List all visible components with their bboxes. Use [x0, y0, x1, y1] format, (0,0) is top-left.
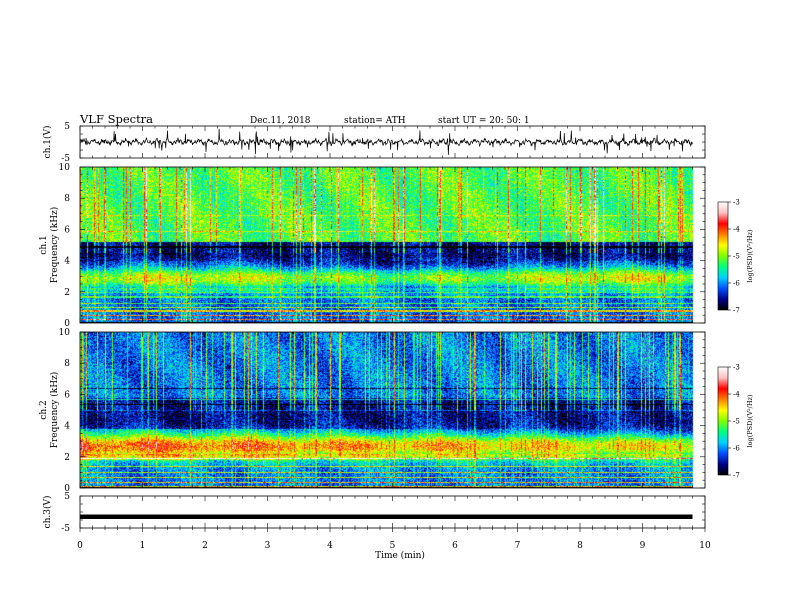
figure-title: VLF Spectra	[79, 112, 153, 126]
ch1-waveform-ylabel: ch.1(V)	[42, 126, 53, 159]
station-label: station= ATH	[344, 116, 406, 126]
ch2-spectrogram-panel: 0 2 4 6 8 10 ch.2 Frequency (kHz)	[39, 328, 706, 494]
time-tick-label: 3	[265, 541, 271, 551]
ch1-colorbar: -3 -4 -5 -6 -7 log(PSD)(V²/Hz)	[717, 199, 754, 315]
ch2-colorbar-tick-label: -4	[733, 391, 740, 399]
ch1-ytick-bottom: -5	[61, 154, 70, 164]
ch1-waveform-panel: 5 -5 ch.1(V)	[42, 122, 706, 164]
ch1-colorbar-tick-label: -7	[733, 307, 740, 315]
time-tick-label: 9	[640, 541, 646, 551]
ch1-spec-ytick-label: 2	[64, 288, 70, 298]
ch3-ytick-bottom: -5	[61, 524, 70, 534]
ch2-colorbar-tick-label: -3	[733, 364, 740, 372]
ch1-colorbar-tick-label: -3	[733, 199, 740, 207]
time-axis-label: Time (min)	[375, 550, 425, 561]
ch3-ytick-top: 5	[64, 492, 70, 502]
ch1-colorbar-bar	[717, 201, 729, 311]
ch2-spec-ylabel-channel: ch.2	[39, 400, 49, 419]
ch1-colorbar-label: log(PSD)(V²/Hz)	[746, 229, 754, 282]
ch1-spec-ylabel-frequency: Frequency (kHz)	[49, 207, 60, 284]
ch2-spectrogram-image	[80, 332, 705, 488]
time-tick-label: 10	[699, 541, 711, 551]
ch1-ytick-top: 5	[64, 122, 70, 132]
time-tick-label: 8	[577, 541, 583, 551]
ch1-spec-ytick-label: 4	[64, 257, 70, 267]
ch3-waveform-ylabel: ch.3(V)	[42, 496, 53, 529]
ch2-colorbar-tick-label: -5	[733, 418, 740, 426]
ch2-colorbar-tick-label: -7	[733, 472, 740, 480]
ch2-spec-ytick-label: 6	[64, 390, 70, 400]
time-tick-label: 1	[140, 541, 146, 551]
ch2-spec-ytick-label: 0	[64, 484, 70, 494]
start-time-label: start UT = 20: 50: 1	[438, 116, 530, 126]
time-tick-label: 2	[202, 541, 208, 551]
ch1-spectrogram-panel: 0 2 4 6 8 10 ch.1 Frequency (kHz)	[39, 163, 706, 329]
ch1-spec-ytick-label: 0	[64, 319, 70, 329]
ch1-waveform-line	[80, 128, 693, 155]
ch2-spec-ytick-label: 10	[59, 328, 71, 338]
ch2-colorbar: -3 -4 -5 -6 -7 log(PSD)(V²/Hz)	[717, 364, 754, 480]
ch2-spec-ytick-label: 2	[64, 453, 70, 463]
ch1-spec-ylabel-channel: ch.1	[39, 235, 49, 254]
ch1-spectrogram-image-holder	[80, 167, 705, 323]
ch1-colorbar-tick-label: -6	[733, 280, 740, 288]
ch1-colorbar-tick-label: -4	[733, 226, 740, 234]
ch2-spec-ylabel-frequency: Frequency (kHz)	[49, 372, 60, 449]
ch1-spectrogram-image	[80, 167, 705, 323]
time-tick-label: 5	[390, 541, 396, 551]
ch1-spec-ytick-label: 6	[64, 225, 70, 235]
ch2-spectrogram-image-holder	[80, 332, 705, 488]
ch3-waveform-panel: 5 -5 ch.3(V)	[42, 492, 706, 534]
ch1-colorbar-tick-label: -5	[733, 253, 740, 261]
time-tick-label: 0	[77, 541, 83, 551]
time-axis: 0 1 2 3 4 5 6 7 8 9 10	[77, 126, 711, 551]
ch2-colorbar-tick-label: -6	[733, 445, 740, 453]
time-tick-label: 6	[452, 541, 458, 551]
time-tick-label: 7	[515, 541, 521, 551]
ch2-spec-ytick-label: 8	[64, 359, 70, 369]
time-tick-label: 4	[327, 541, 333, 551]
ch2-spec-ytick-label: 4	[64, 422, 70, 432]
ch2-colorbar-bar	[717, 366, 729, 476]
date-label: Dec.11, 2018	[250, 116, 311, 126]
ch1-spec-ytick-label: 8	[64, 194, 70, 204]
ch2-colorbar-label: log(PSD)(V²/Hz)	[746, 394, 754, 447]
ch1-spec-ytick-label: 10	[59, 163, 71, 173]
